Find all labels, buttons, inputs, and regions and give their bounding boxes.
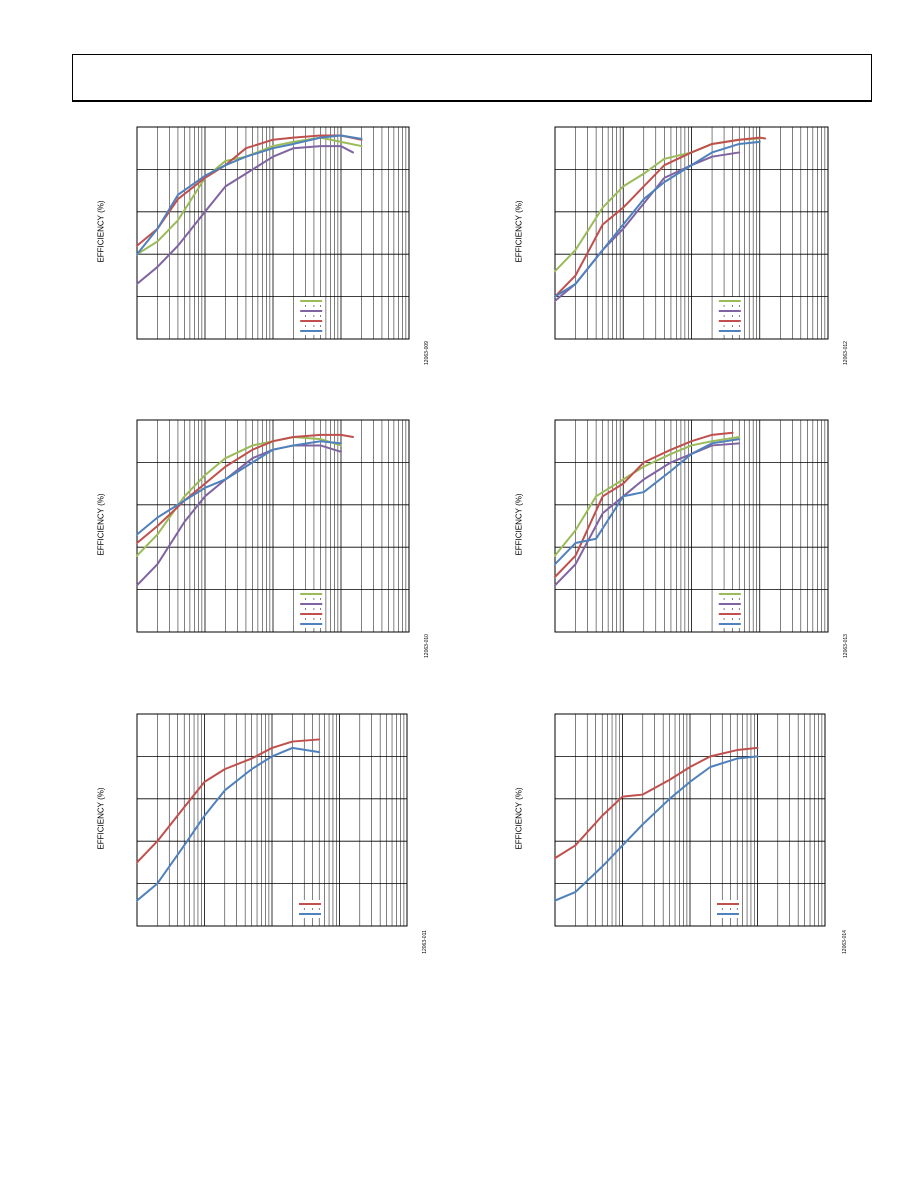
- series-line-1: [554, 746, 759, 860]
- page-header-box: [72, 54, 872, 102]
- series-line-2: [136, 746, 321, 902]
- series-line-3: [136, 433, 354, 544]
- series-line-4: [554, 140, 761, 298]
- series-line-3: [554, 136, 767, 298]
- series-line-1: [136, 738, 321, 864]
- plot-frame: [554, 419, 829, 633]
- chart-5-y-axis-label: EFFICIENCY (%): [96, 787, 106, 850]
- series-line-2: [136, 145, 354, 285]
- series-line-2: [136, 444, 342, 587]
- chart-4-figure-id: 12063-013: [843, 634, 849, 658]
- efficiency-chart-1: [136, 126, 410, 340]
- chart-2-y-axis-label: EFFICIENCY (%): [514, 200, 524, 263]
- efficiency-chart-6: [554, 713, 826, 927]
- series-line-2: [554, 755, 759, 902]
- series-line-4: [136, 440, 342, 536]
- series-line-4: [136, 134, 363, 256]
- series-line-4: [554, 438, 741, 566]
- efficiency-chart-2: [554, 126, 829, 340]
- plot-frame: [136, 419, 410, 633]
- chart-5-figure-id: 12063-011: [422, 930, 428, 954]
- efficiency-chart-3: [136, 419, 410, 633]
- series-line-1: [554, 137, 761, 273]
- series-line-1: [136, 435, 342, 557]
- plot-frame: [554, 126, 829, 340]
- series-line-2: [554, 151, 741, 302]
- series-line-3: [554, 431, 734, 578]
- chart-6-y-axis-label: EFFICIENCY (%): [514, 787, 524, 850]
- chart-2-figure-id: 12063-012: [843, 341, 849, 365]
- chart-1-y-axis-label: EFFICIENCY (%): [96, 200, 106, 263]
- chart-1-figure-id: 12063-009: [424, 341, 430, 365]
- chart-3-figure-id: 12063-010: [424, 634, 430, 658]
- efficiency-chart-5: [136, 713, 408, 927]
- chart-3-y-axis-label: EFFICIENCY (%): [96, 493, 106, 556]
- efficiency-chart-4: [554, 419, 829, 633]
- series-line-3: [136, 134, 363, 247]
- chart-6-figure-id: 12063-014: [842, 930, 848, 954]
- chart-4-y-axis-label: EFFICIENCY (%): [514, 493, 524, 556]
- series-line-1: [554, 435, 741, 557]
- plot-frame: [136, 713, 408, 927]
- plot-frame: [136, 126, 410, 340]
- series-line-2: [554, 442, 741, 587]
- plot-frame: [554, 713, 826, 927]
